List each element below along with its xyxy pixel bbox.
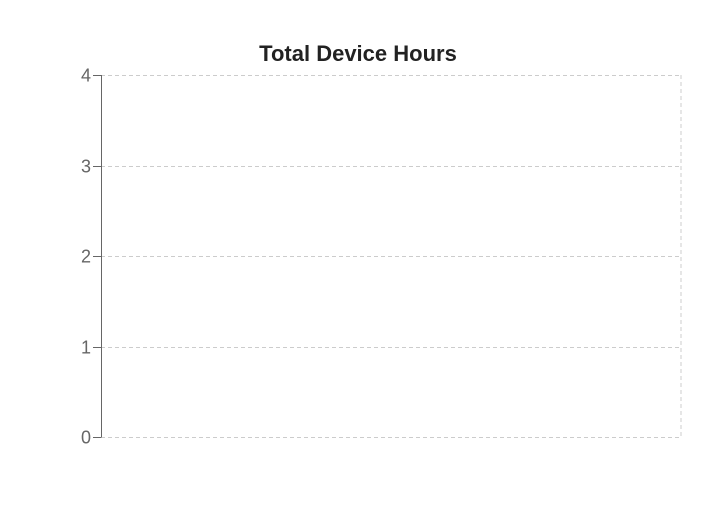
y-tick-label-1: 1: [81, 338, 91, 358]
y-tick-label-0: 0: [81, 428, 91, 448]
y-tick-label-4: 4: [81, 66, 91, 86]
y-tick-label-3: 3: [81, 157, 91, 177]
y-tick-label-2: 2: [81, 247, 91, 267]
chart-title: Total Device Hours: [259, 41, 457, 66]
